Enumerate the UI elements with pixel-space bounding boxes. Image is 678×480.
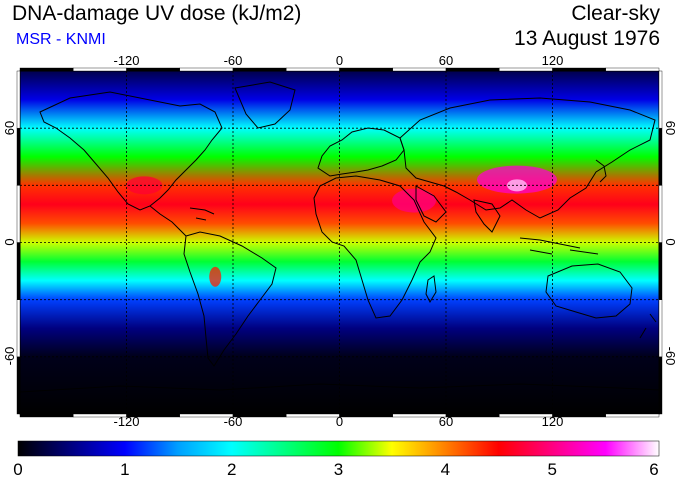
coastlines xyxy=(20,81,659,393)
lat-label-left-0: 0 xyxy=(2,238,17,245)
axis-labels: -120 -60 0 60 120 -120 -60 0 60 120 -60 … xyxy=(2,53,678,429)
frame-tick xyxy=(286,67,340,72)
frame-tick xyxy=(658,70,663,129)
page-title: DNA-damage UV dose (kJ/m2) xyxy=(12,2,302,25)
lat-label-left-n60: 60 xyxy=(2,121,17,135)
colorbar-label-1: 1 xyxy=(120,460,129,479)
frame-tick xyxy=(658,356,663,415)
lon-label-bottom-w60: -60 xyxy=(224,414,243,429)
lon-label-bottom-0: 0 xyxy=(336,414,343,429)
lat-label-right-s60: -60 xyxy=(663,347,678,366)
frame-ticks xyxy=(16,67,663,418)
coastline-indonesia xyxy=(519,237,599,255)
lon-label-top-w60: -60 xyxy=(224,53,243,68)
lon-label-bottom-w120: -120 xyxy=(113,414,139,429)
colorbar-label-4: 4 xyxy=(441,460,450,479)
frame-tick xyxy=(339,67,393,72)
coastline-south-america xyxy=(183,231,277,367)
frame-tick xyxy=(16,185,21,243)
frame-tick xyxy=(445,413,500,418)
coastline-asia xyxy=(399,97,656,219)
coastline-australia xyxy=(545,263,633,319)
frame-tick xyxy=(339,413,393,418)
frame-tick xyxy=(16,356,21,415)
colorbar-label-5: 5 xyxy=(547,460,556,479)
frame-tick xyxy=(658,185,663,243)
lat-label-left-s60: -60 xyxy=(2,347,17,366)
frame-tick xyxy=(16,70,21,129)
hotspot-andes xyxy=(209,266,222,287)
colorbar-strip xyxy=(17,440,660,457)
frame-tick xyxy=(445,67,500,72)
frame-tick xyxy=(392,67,447,72)
lon-label-bottom-e60: 60 xyxy=(439,414,453,429)
coastline-madagascar xyxy=(425,275,437,304)
frame-tick xyxy=(658,127,663,186)
colorbar-label-3: 3 xyxy=(334,460,343,479)
uv-field xyxy=(20,71,659,414)
frame-tick xyxy=(16,127,21,186)
coastline-greenland xyxy=(234,81,296,129)
frame-tick xyxy=(73,67,127,72)
coastline-arabia xyxy=(415,185,447,223)
date-label: 13 August 1976 xyxy=(514,27,660,50)
graticule xyxy=(20,71,659,414)
frame-tick xyxy=(499,67,553,72)
lat-label-right-0: 0 xyxy=(663,238,678,245)
frame-tick xyxy=(19,67,74,72)
lon-label-bottom-e120: 120 xyxy=(542,414,564,429)
frame-tick xyxy=(126,67,180,72)
frame-tick xyxy=(552,67,606,72)
coastline-antarctica xyxy=(20,383,659,393)
map-panel xyxy=(16,67,663,418)
colorbar-label-6: 6 xyxy=(649,460,658,479)
frame-tick xyxy=(19,413,74,418)
coastline-caribbean xyxy=(189,207,215,221)
coastline-india xyxy=(473,199,501,233)
frame-tick xyxy=(232,67,287,72)
lat-label-right-n60: 60 xyxy=(663,121,678,135)
frame-tick xyxy=(658,299,663,358)
frame-tick xyxy=(16,299,21,358)
lon-label-top-e120: 120 xyxy=(542,53,564,68)
lon-label-top-w120: -120 xyxy=(113,53,139,68)
sky-condition-label: Clear-sky xyxy=(571,2,660,25)
coastline-new-zealand xyxy=(639,313,657,339)
frame-tick xyxy=(179,67,234,72)
frame-tick xyxy=(658,242,663,300)
source-label: MSR - KNMI xyxy=(16,31,106,48)
frame-tick xyxy=(605,67,660,72)
lon-label-top-0: 0 xyxy=(336,53,343,68)
lon-label-top-e60: 60 xyxy=(439,53,453,68)
frame-tick xyxy=(286,413,340,418)
colorbar: 0 1 2 3 4 5 6 xyxy=(13,440,660,479)
colorbar-label-2: 2 xyxy=(227,460,236,479)
frame-tick xyxy=(16,242,21,300)
coastline-central-america xyxy=(149,205,187,237)
frame-tick xyxy=(605,413,660,418)
coastline-japan xyxy=(595,159,607,183)
colorbar-label-0: 0 xyxy=(13,460,22,479)
